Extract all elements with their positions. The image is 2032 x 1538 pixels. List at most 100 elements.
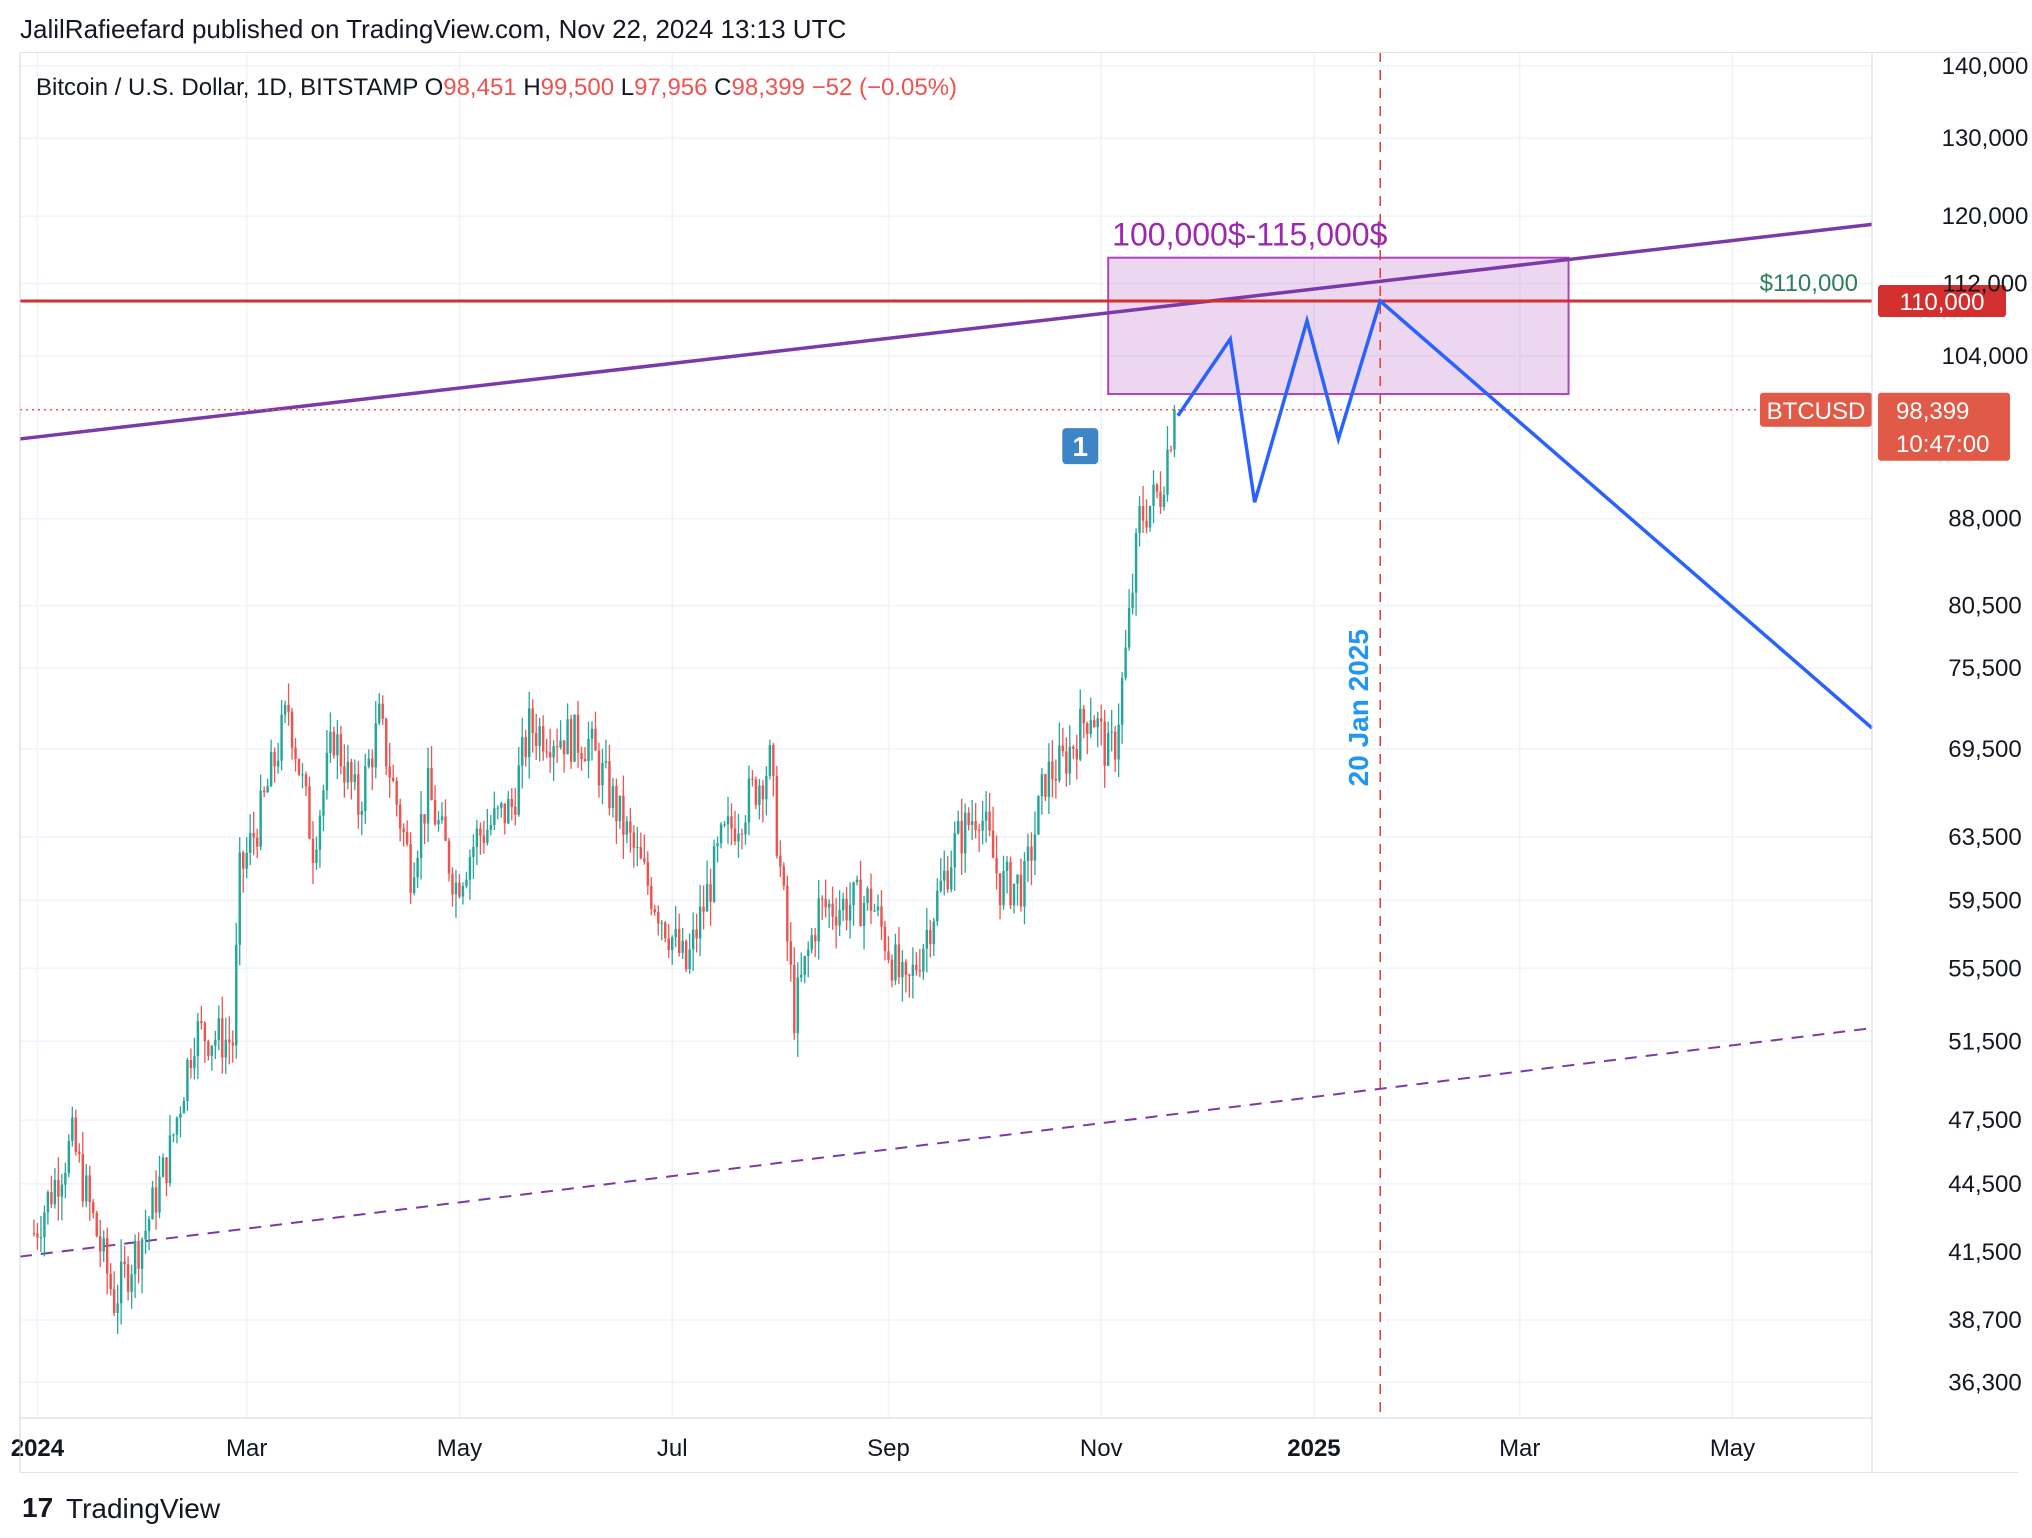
candle-body (988, 811, 991, 831)
candle-body (841, 898, 845, 911)
candle-body (290, 711, 294, 748)
candle-body (479, 828, 482, 836)
candle-body (1037, 796, 1040, 835)
candle-body (371, 758, 374, 768)
candle-body (646, 861, 650, 886)
candle-body (1106, 732, 1110, 766)
candle-body (196, 1021, 200, 1057)
candle-body (1138, 505, 1141, 534)
candle-body (807, 949, 810, 957)
publisher-line: JalilRafieefard published on TradingView… (20, 14, 847, 44)
candle-body (838, 910, 841, 926)
candle-body (869, 888, 873, 911)
candle-body (269, 752, 273, 787)
candle-body (967, 812, 970, 825)
y-tick-label: 69,500 (1948, 736, 2021, 763)
y-tick-label: 41,500 (1948, 1239, 2021, 1266)
candle-body (384, 718, 388, 767)
grid (20, 52, 1872, 1418)
candle-body (813, 935, 817, 942)
symbol-tag-text: BTCUSD (1767, 398, 1866, 425)
candle-body (939, 880, 942, 891)
candle-body (472, 846, 475, 857)
candle-body (433, 800, 437, 825)
candle-body (346, 761, 350, 783)
candle-body (862, 902, 866, 927)
candle-body (175, 1117, 179, 1135)
candle-body (207, 1041, 210, 1056)
candle-body (388, 766, 391, 778)
candle-body (521, 737, 524, 766)
candle-body (489, 825, 493, 830)
candle-body (548, 752, 552, 758)
candle-body (391, 777, 395, 781)
candle-body (625, 821, 629, 835)
candle-body (364, 766, 367, 811)
candle-body (332, 731, 336, 756)
candle-body (639, 846, 643, 859)
y-tick-label: 63,500 (1948, 824, 2021, 851)
candle-body (168, 1135, 172, 1184)
y-tick-label: 55,500 (1948, 955, 2021, 982)
candle-body (1033, 834, 1037, 861)
candle-body (85, 1175, 88, 1202)
candle-body (1166, 449, 1169, 495)
candle-body (817, 898, 820, 942)
candle-body (105, 1238, 109, 1274)
candle-body (109, 1273, 112, 1290)
candle-body (203, 1023, 207, 1042)
candle-body (503, 803, 507, 824)
candle-body (416, 857, 419, 878)
candle-body (629, 821, 632, 833)
candle-body (430, 768, 433, 801)
candle-body (754, 779, 758, 805)
y-tick-label: 36,300 (1948, 1369, 2021, 1396)
candle-body (712, 846, 716, 902)
candle-body (827, 903, 831, 908)
candle-body (60, 1184, 64, 1197)
candle-body (880, 906, 883, 927)
candle-body (182, 1100, 186, 1114)
symbol-tag (1760, 392, 1872, 427)
candle-body (1086, 723, 1089, 735)
candle-body (726, 816, 730, 825)
candle-body (583, 759, 587, 762)
y-tick-label: 44,500 (1948, 1171, 2021, 1198)
candle-body (353, 774, 357, 783)
tradingview-logo-icon[interactable]: 17 (22, 1492, 54, 1523)
candle-body (590, 728, 594, 739)
candle-body (468, 856, 472, 880)
candle-body (908, 974, 911, 976)
candle-body (1051, 761, 1054, 779)
candle-body (32, 1233, 36, 1235)
candle-body (514, 806, 517, 815)
candle-body (426, 768, 430, 824)
candle-body (775, 776, 779, 856)
candle-body (283, 705, 287, 715)
event-date-label: 20 Jan 2025 (1343, 629, 1374, 786)
tradingview-brand[interactable]: TradingView (66, 1493, 221, 1524)
candle-body (423, 814, 426, 824)
candle-body (772, 744, 775, 777)
candle-body (559, 740, 562, 748)
candle-body (116, 1303, 119, 1313)
candle-body (510, 798, 513, 807)
y-tick-label: 38,700 (1948, 1307, 2021, 1334)
candle-body (963, 812, 967, 854)
candle-body (36, 1233, 39, 1238)
candle-body (88, 1175, 91, 1203)
candle-body (890, 959, 894, 981)
candle-body (618, 795, 622, 822)
forecast-path (1176, 297, 1874, 730)
candle-body (831, 903, 834, 917)
candle-body (1113, 731, 1117, 760)
candle-body (1103, 721, 1106, 766)
candle-body (653, 909, 656, 913)
candle-body (1009, 861, 1012, 906)
candle-body (984, 811, 988, 821)
candle-body (587, 738, 590, 762)
candle-body (761, 785, 765, 800)
candle-body (336, 734, 339, 756)
candle-body (873, 910, 876, 912)
